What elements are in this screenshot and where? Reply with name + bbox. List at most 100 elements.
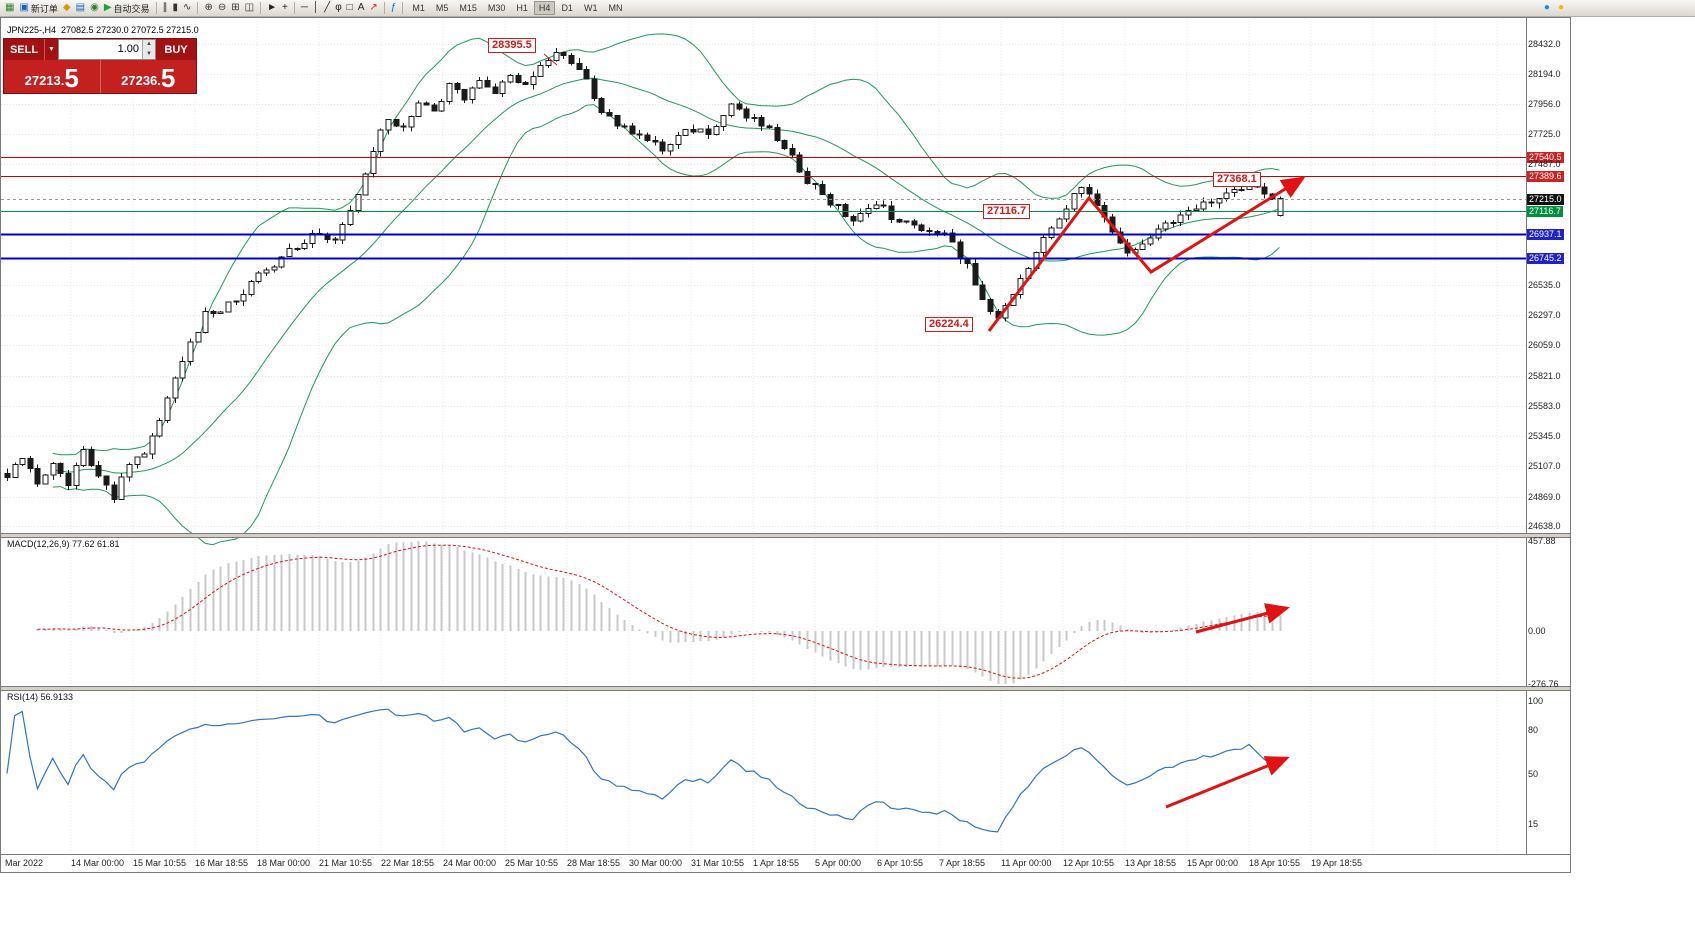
time-tick: 31 Mar 10:55 — [691, 858, 745, 868]
timeframe-m15[interactable]: M15 — [459, 3, 477, 13]
annotation-low-price[interactable]: 26224.4 — [925, 317, 973, 332]
price-tick-27725.0: 27725.0 — [1528, 128, 1561, 139]
price-tick-27540.5: 27540.5 — [1527, 152, 1564, 164]
time-tick: 1 Apr 18:55 — [753, 858, 800, 868]
volume-down-button[interactable]: ▼ — [143, 49, 155, 59]
chart-line-icon[interactable]: ∿ — [181, 1, 193, 16]
time-tick: 13 Apr 18:55 — [1125, 858, 1177, 868]
time-tick: 28 Mar 18:55 — [567, 858, 621, 868]
crosshair-icon-glyph: + — [281, 2, 288, 13]
zoom-out-icon-glyph: ⊖ — [217, 2, 227, 13]
time-axis[interactable]: Mar 2022 14 Mar 00:00 15 Mar 10:55 16 Mar 1… — [1, 856, 1570, 872]
cursor-icon[interactable]: ► — [265, 1, 279, 16]
chart-candles-icon[interactable]: ▮ — [171, 1, 181, 16]
zoom-in-icon-glyph: ⊕ — [204, 2, 213, 13]
price-tick-25107.0: 25107.0 — [1528, 461, 1561, 472]
macd-tick-0.00: 0.00 — [1528, 626, 1546, 636]
price-tick-26937.1: 26937.1 — [1527, 228, 1564, 240]
alerts-icon[interactable]: ● — [1557, 2, 1564, 13]
rsi-tick-100: 100 — [1528, 696, 1544, 706]
text-icon[interactable]: A — [356, 1, 367, 16]
chart-canvas[interactable] — [1, 18, 1570, 872]
buy-price[interactable]: 27236. 5 — [99, 60, 197, 93]
timeframe-m1[interactable]: M1 — [412, 3, 425, 13]
chart-bars-icon-glyph: ∥ — [162, 2, 168, 13]
volume-input[interactable]: 1.00 ▲ ▼ — [58, 39, 156, 60]
tile-windows-icon-glyph: ⊞ — [231, 2, 240, 13]
sell-button[interactable]: SELL — [4, 39, 44, 60]
symbol-ohlc: 27082.5 27230.0 27072.5 27215.0 — [61, 25, 199, 35]
auto-trading-button[interactable]: ▶ 自动交易 — [102, 1, 152, 16]
hline-icon-glyph: ─ — [300, 2, 308, 13]
time-axis-border — [1, 854, 1570, 855]
data-window-icon[interactable]: ▤ — [74, 1, 87, 16]
chart-line-icon-glyph: ∿ — [183, 2, 192, 13]
auto-trading-button-label: 自动交易 — [113, 3, 150, 14]
price-tick-24638.0: 24638.0 — [1528, 521, 1561, 531]
auto-trading-button-glyph: ▶ — [103, 2, 112, 13]
volume-value[interactable]: 1.00 — [117, 43, 139, 55]
timeframe-w1[interactable]: W1 — [583, 3, 598, 13]
indicators-icon[interactable]: ƒ — [389, 1, 399, 16]
market-watch-icon[interactable]: ◆ — [61, 1, 73, 16]
price-axis[interactable]: 28432.0 28194.0 27956.0 27725.0 27540.5 27487… — [1527, 18, 1571, 854]
sell-price[interactable]: 27213. 5 — [4, 60, 100, 93]
time-tick: 15 Apr 00:00 — [1187, 858, 1239, 868]
annotation-peak-price[interactable]: 28395.5 — [488, 38, 536, 53]
tile-windows-icon[interactable]: ⊞ — [229, 1, 241, 16]
annotation-resistance-price[interactable]: 27368.1 — [1213, 172, 1261, 187]
price-tick-26059.0: 26059.0 — [1528, 340, 1561, 351]
chart-candles-icon-glyph: ▮ — [172, 2, 179, 13]
time-tick: 18 Apr 10:55 — [1249, 858, 1301, 868]
time-tick: 21 Mar 10:55 — [319, 858, 373, 868]
new-order-button[interactable]: ▣ 新订单 — [17, 1, 59, 16]
symbol-name: JPN225-,H4 — [7, 25, 57, 35]
strategy-tester-icon[interactable]: ◉ — [88, 1, 101, 16]
zoom-in-icon[interactable]: ⊕ — [202, 1, 214, 16]
chart-bars-icon[interactable]: ∥ — [161, 1, 170, 16]
time-tick: 11 Apr 00:00 — [1001, 858, 1052, 868]
macd-indicator-label: MACD(12,26,9) 77.62 61.81 — [7, 539, 120, 549]
timeframe-mn[interactable]: MN — [608, 3, 623, 13]
one-click-trading-panel: SELL ▼ 1.00 ▲ ▼ BUY 27213. 5 27236. 5 — [3, 38, 197, 94]
buy-price-big: 5 — [160, 63, 176, 93]
timeframe-m30[interactable]: M30 — [487, 3, 506, 13]
toolbar-separator — [155, 2, 157, 14]
volume-up-button[interactable]: ▲ — [143, 40, 155, 50]
hline-icon[interactable]: ─ — [299, 1, 310, 16]
time-tick: 15 Mar 10:55 — [133, 858, 187, 868]
macd-tick-457.88: 457.88 — [1528, 536, 1556, 546]
trendline-icon-glyph: ╱ — [324, 2, 331, 13]
chart-window: JPN225-,H4 27082.5 27230.0 27072.5 27215.… — [0, 17, 1571, 873]
zoom-out-icon[interactable]: ⊖ — [216, 1, 228, 16]
shapes-icon-glyph: □ — [346, 2, 353, 13]
order-type-dropdown[interactable]: ▼ — [44, 39, 58, 60]
main-toolbar: ▦ ▣ 新订单 ◆ ▤ ◉ ▶ 自动交易 ∥ ▮ ∿ ⊕ ⊖ ⊞ ◫ ► + ─ │ ╱ φ □ A ↗ ƒ M1 M5 M15 M30… — [0, 0, 1695, 17]
sell-price-big: 5 — [64, 63, 79, 93]
toolbar-separator — [402, 2, 404, 14]
fibonacci-icon[interactable]: φ — [333, 1, 343, 16]
strategy-tester-icon-glyph: ◉ — [90, 2, 99, 13]
shapes-icon[interactable]: □ — [345, 1, 355, 16]
time-tick: 6 Apr 10:55 — [877, 858, 924, 868]
buy-button[interactable]: BUY — [156, 39, 196, 60]
new-chart-icon[interactable]: ▦ — [3, 1, 16, 16]
timeframe-m5[interactable]: M5 — [435, 3, 449, 13]
cascade-windows-icon[interactable]: ◫ — [243, 1, 256, 16]
vline-icon[interactable]: │ — [311, 1, 321, 16]
community-icon[interactable]: ● — [1543, 2, 1550, 13]
timeframe-h1[interactable]: H1 — [516, 3, 528, 13]
panel-separator-rsi[interactable] — [1, 686, 1570, 691]
price-tick-28432.0: 28432.0 — [1528, 39, 1561, 49]
arrows-icon[interactable]: ↗ — [367, 1, 379, 16]
timeframe-h4[interactable]: H4 — [533, 1, 556, 15]
panel-separator-macd[interactable] — [1, 533, 1570, 538]
crosshair-icon[interactable]: + — [280, 1, 290, 16]
time-tick: 5 Apr 00:00 — [815, 858, 862, 868]
rsi-tick-50: 50 — [1528, 768, 1539, 779]
trendline-icon[interactable]: ╱ — [322, 1, 332, 16]
timeframe-d1[interactable]: D1 — [561, 3, 573, 13]
annotation-mid-price[interactable]: 27116.7 — [983, 204, 1031, 219]
market-watch-icon-glyph: ◆ — [62, 2, 71, 13]
